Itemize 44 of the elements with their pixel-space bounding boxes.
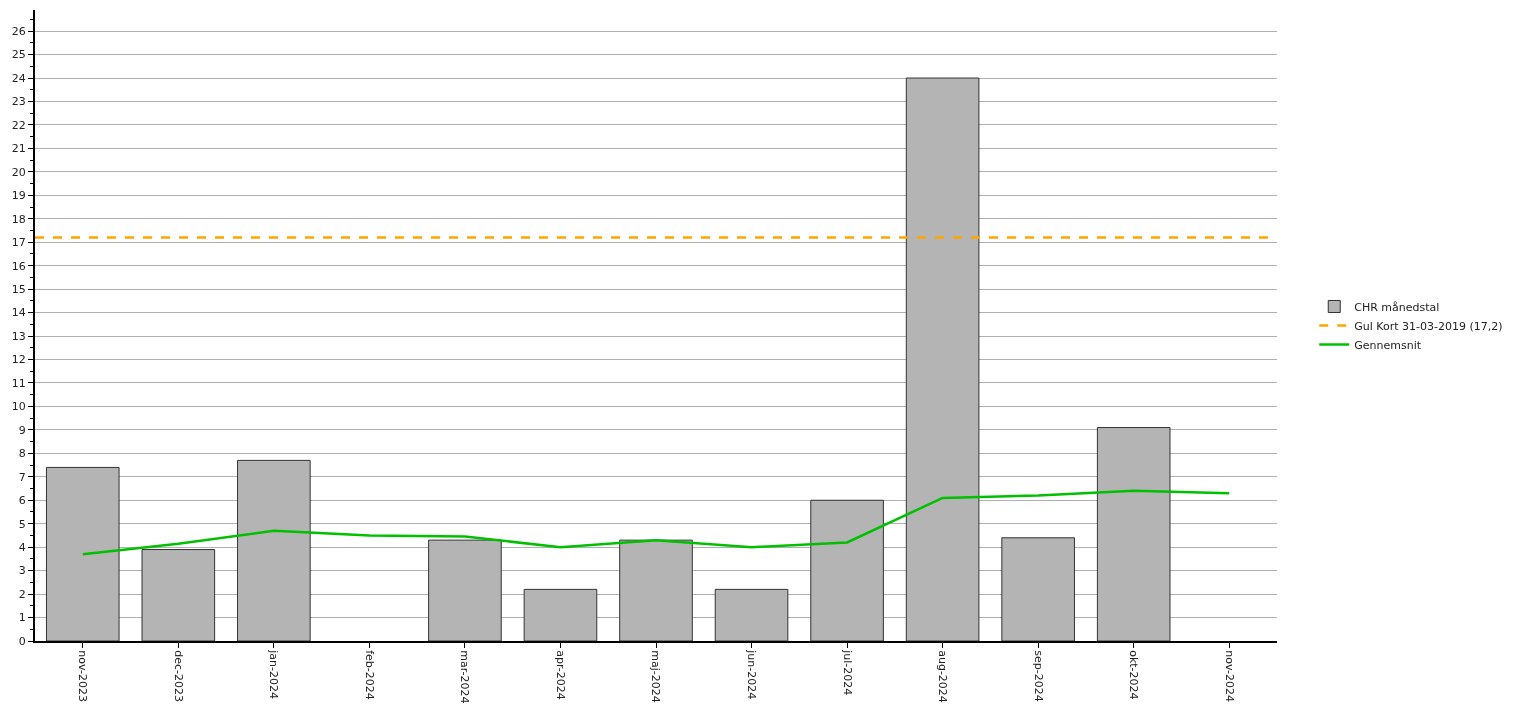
y-tick-label: 13 [11, 329, 26, 343]
x-tick-label: jul-2024 [840, 649, 854, 696]
y-tick-label: 1 [18, 611, 26, 625]
x-tick-label: jan-2024 [267, 649, 281, 699]
y-tick-label: 5 [18, 517, 26, 531]
y-tick-label: 20 [11, 165, 26, 179]
y-tick-label: 11 [11, 376, 26, 390]
x-tick-label: apr-2024 [553, 650, 567, 700]
y-tick-label: 22 [11, 118, 26, 132]
y-tick-label: 7 [18, 470, 26, 484]
y-tick-label: 9 [18, 423, 26, 437]
x-tick-label: maj-2024 [649, 650, 663, 703]
y-tick-label: 2 [18, 587, 26, 601]
y-tick-label: 3 [18, 564, 26, 578]
x-tick-label: okt-2024 [1127, 650, 1141, 700]
x-tick-label: dec-2023 [171, 650, 185, 702]
legend-label: Gul Kort 31-03-2019 (17,2) [1354, 319, 1503, 333]
x-tick-label: nov-2023 [76, 650, 90, 703]
y-tick-label: 12 [11, 353, 26, 367]
y-tick-label: 25 [11, 48, 26, 62]
y-tick-label: 10 [11, 400, 26, 414]
y-tick-label: 8 [18, 447, 26, 461]
legend-label: Gennemsnit [1354, 338, 1422, 352]
y-tick-label: 18 [11, 212, 26, 226]
line-series [81, 489, 1231, 556]
y-tick-label: 23 [11, 95, 26, 109]
y-tick-label: 21 [11, 142, 26, 156]
legend-label: CHR månedstal [1354, 300, 1440, 314]
x-tick-label: mar-2024 [458, 650, 472, 704]
x-tick-label: sep-2024 [1031, 650, 1045, 702]
y-tick-label: 26 [11, 24, 26, 38]
y-tick-label: 16 [11, 259, 26, 273]
x-tick-label: feb-2024 [362, 650, 376, 700]
x-tick-label: aug-2024 [936, 650, 950, 703]
x-tick-label: nov-2024 [1222, 650, 1236, 703]
x-tick-label: jun-2024 [744, 649, 758, 700]
y-tick-label: 24 [11, 71, 26, 85]
y-tick-label: 15 [11, 282, 26, 296]
y-tick-label: 19 [11, 189, 26, 203]
y-tick-label: 6 [18, 494, 26, 508]
y-tick-label: 4 [18, 541, 26, 555]
y-tick-label: 17 [11, 236, 26, 250]
y-tick-label: 0 [18, 634, 26, 648]
y-tick-label: 14 [11, 306, 26, 320]
